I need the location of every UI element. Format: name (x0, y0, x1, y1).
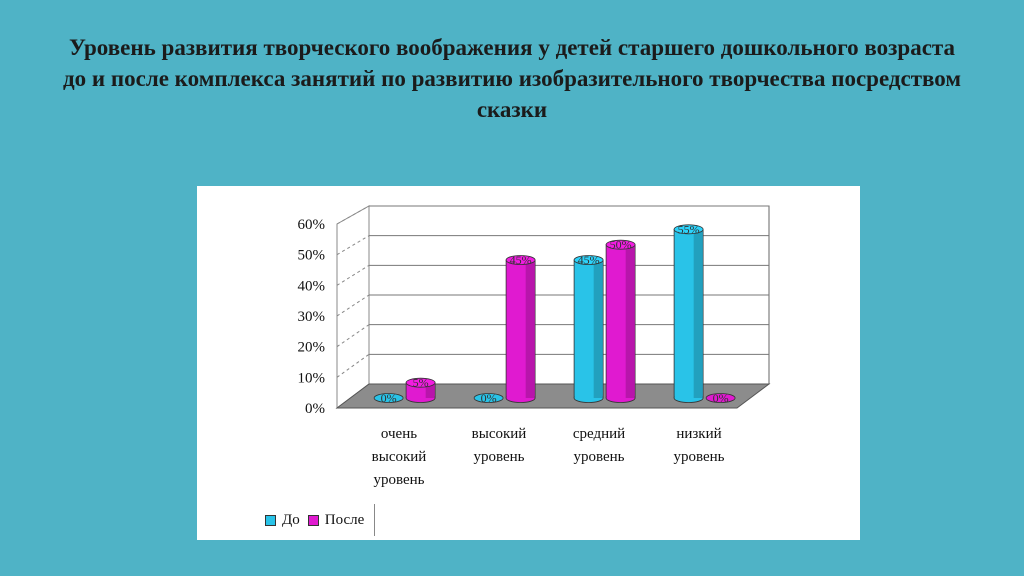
bar-top (673, 224, 704, 235)
bar-top (405, 377, 436, 388)
data-label: 45% (578, 253, 600, 267)
y-tick-label: 30% (298, 309, 326, 325)
legend-item-do: До (265, 512, 300, 529)
y-tick-label: 10% (298, 370, 326, 386)
category-label: очень высокий уровень (372, 426, 427, 488)
bar-shade (425, 382, 435, 398)
chart-floor (335, 383, 771, 409)
data-label: 0% (481, 391, 497, 405)
gridline-side (336, 205, 370, 225)
gridline-side (336, 324, 370, 348)
bar-do: 45% (573, 253, 604, 403)
chart-panel: 0% 10% 20% 30% 40% 50% 60% 0% 5% 0% 45% 45% 50% 55% 0… (197, 186, 860, 540)
category-label: низкий уровень (673, 426, 724, 465)
data-label: 0% (713, 391, 729, 405)
bar-posle: 5% (405, 376, 436, 403)
data-label: 45% (510, 253, 532, 267)
bar-posle: 0% (705, 391, 736, 405)
bar-top (573, 255, 604, 265)
legend-item-posle: После (307, 511, 365, 529)
bar-shade (593, 260, 603, 398)
legend-label-posle: После (324, 511, 365, 528)
bar-posle: 50% (605, 238, 636, 403)
bar-do: 0% (373, 391, 404, 405)
bar-do: 55% (673, 222, 704, 403)
bar-zero-disc (373, 393, 404, 403)
gridline-side (336, 235, 370, 256)
chart-side-wall (336, 205, 370, 409)
legend-swatch-posle (307, 514, 319, 526)
gridline-side (336, 294, 370, 317)
data-label: 55% (678, 222, 700, 236)
y-tick-label: 60% (298, 217, 326, 233)
y-tick-label: 50% (298, 248, 326, 264)
data-label: 5% (413, 376, 429, 390)
y-tick-label: 0% (305, 401, 325, 417)
y-tick-label: 40% (298, 278, 326, 294)
legend-label-do: До (282, 511, 300, 528)
data-label: 50% (610, 238, 632, 252)
slide-title: Уровень развития творческого воображения… (62, 35, 962, 122)
bar-zero-disc (705, 393, 736, 403)
data-label: 0% (381, 391, 397, 405)
bar-zero-disc (473, 393, 504, 403)
category-label: высокий уровень (472, 426, 527, 465)
bar-do: 0% (473, 391, 504, 405)
gridline-side (336, 264, 370, 286)
category-label: средний уровень (573, 426, 625, 465)
y-tick-label: 20% (298, 340, 326, 356)
bar-shade (625, 244, 635, 398)
gridline-side (336, 353, 370, 378)
chart-legend: До После (265, 504, 376, 536)
bar-chart: 0% 10% 20% 30% 40% 50% 60% 0% 5% 0% 45% 45% 50% 55% 0… (298, 205, 771, 488)
bar-posle: 45% (505, 253, 536, 403)
legend-swatch-do (265, 514, 276, 526)
bar-shade (525, 260, 535, 398)
bar-top (505, 255, 536, 265)
bar-top (605, 239, 636, 250)
bar-shade (693, 229, 703, 398)
